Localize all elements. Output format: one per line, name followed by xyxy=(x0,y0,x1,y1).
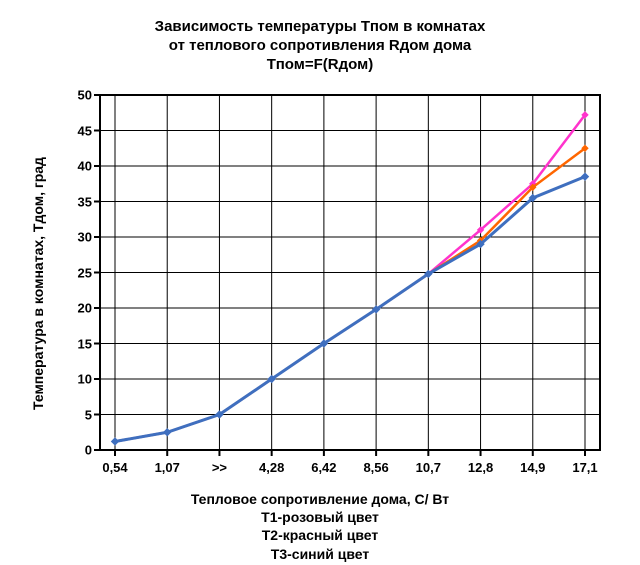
y-tick-label: 5 xyxy=(62,407,92,422)
y-tick-label: 35 xyxy=(62,194,92,209)
x-tick-label: 14,9 xyxy=(520,460,545,475)
x-tick-label: 12,8 xyxy=(468,460,493,475)
marker xyxy=(164,429,171,436)
chart-plot xyxy=(0,0,640,565)
series-T1 xyxy=(115,115,585,442)
y-tick-label: 20 xyxy=(62,301,92,316)
x-tick-label: >> xyxy=(212,460,227,475)
x-tick-label: 0,54 xyxy=(102,460,127,475)
x-tick-label: 4,28 xyxy=(259,460,284,475)
legend-line-2: Т2-красный цвет xyxy=(0,526,640,544)
y-tick-label: 10 xyxy=(62,372,92,387)
x-tick-label: 6,42 xyxy=(311,460,336,475)
y-tick-label: 45 xyxy=(62,123,92,138)
legend-line-3: Т3-синий цвет xyxy=(0,545,640,563)
x-axis-label: Тепловое сопротивление дома, С/ Вт xyxy=(0,490,640,508)
marker xyxy=(112,438,119,445)
x-tick-label: 17,1 xyxy=(572,460,597,475)
legend-line-1: Т1-розовый цвет xyxy=(0,508,640,526)
y-tick-label: 40 xyxy=(62,159,92,174)
series-T3 xyxy=(115,177,585,442)
x-tick-label: 8,56 xyxy=(363,460,388,475)
series-T2 xyxy=(115,148,585,441)
x-tick-label: 10,7 xyxy=(416,460,441,475)
y-tick-label: 25 xyxy=(62,265,92,280)
y-tick-label: 30 xyxy=(62,230,92,245)
y-tick-label: 15 xyxy=(62,336,92,351)
y-tick-label: 0 xyxy=(62,443,92,458)
x-tick-label: 1,07 xyxy=(155,460,180,475)
y-tick-label: 50 xyxy=(62,88,92,103)
